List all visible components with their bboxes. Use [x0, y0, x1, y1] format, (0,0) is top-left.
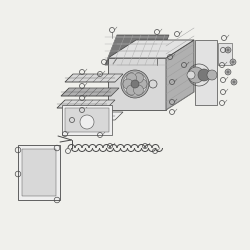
Circle shape: [137, 79, 147, 89]
Polygon shape: [108, 40, 194, 58]
Circle shape: [134, 73, 143, 83]
Circle shape: [188, 67, 204, 83]
Circle shape: [123, 72, 147, 96]
Bar: [18, 145, 60, 200]
Polygon shape: [68, 112, 123, 120]
Circle shape: [226, 70, 230, 74]
Circle shape: [123, 79, 133, 89]
Circle shape: [226, 48, 230, 51]
Circle shape: [225, 69, 231, 75]
Polygon shape: [166, 40, 194, 110]
Circle shape: [198, 69, 210, 81]
Circle shape: [80, 115, 94, 129]
Bar: [62, 105, 112, 135]
Bar: [22, 149, 56, 196]
Bar: [195, 40, 217, 105]
Polygon shape: [57, 100, 115, 108]
Circle shape: [231, 79, 237, 85]
Circle shape: [232, 60, 234, 64]
Circle shape: [187, 71, 195, 79]
Bar: [65, 108, 109, 132]
Bar: [218, 43, 232, 65]
Circle shape: [232, 80, 235, 84]
Polygon shape: [108, 58, 166, 110]
Circle shape: [126, 73, 136, 83]
Polygon shape: [61, 88, 119, 96]
Circle shape: [131, 80, 139, 88]
Circle shape: [134, 85, 143, 95]
Circle shape: [225, 47, 231, 53]
Circle shape: [207, 70, 217, 80]
Circle shape: [230, 59, 236, 65]
Polygon shape: [105, 35, 169, 65]
Circle shape: [121, 70, 149, 98]
Polygon shape: [65, 74, 123, 82]
Circle shape: [126, 85, 136, 95]
